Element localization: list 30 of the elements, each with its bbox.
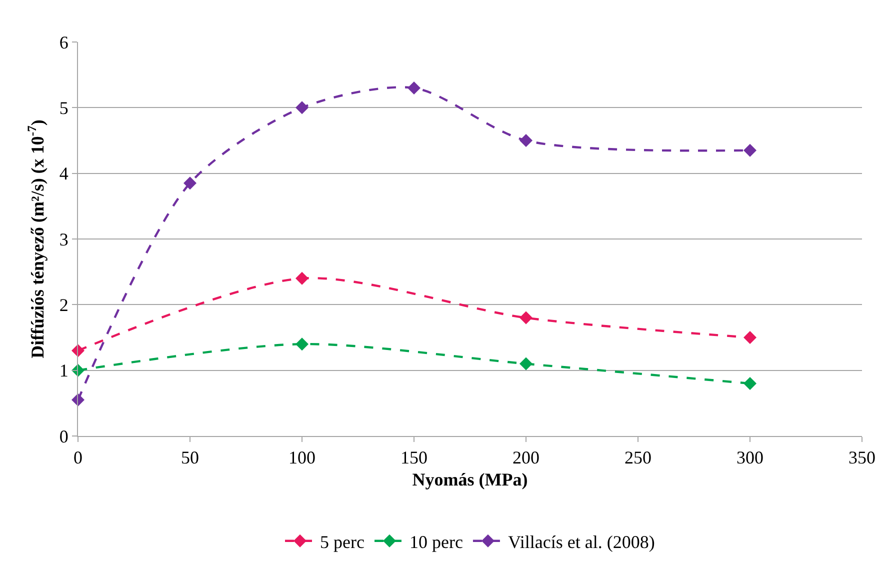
point <box>744 376 756 390</box>
x-tick-label: 300 <box>736 448 764 468</box>
point <box>520 134 532 147</box>
x-tick-label: 200 <box>512 448 540 468</box>
point <box>184 176 196 190</box>
y-tick-label: 3 <box>59 229 68 250</box>
point <box>296 272 308 285</box>
x-tick-label: 100 <box>288 448 316 468</box>
y-tick-label: 0 <box>59 426 68 446</box>
x-tick-label: 50 <box>181 448 199 468</box>
y-tick-label: 1 <box>59 360 68 381</box>
point <box>744 331 756 344</box>
point <box>296 338 308 351</box>
point <box>408 81 420 94</box>
point <box>520 357 532 370</box>
point <box>744 144 756 157</box>
x-tick-label: 350 <box>848 448 876 468</box>
point <box>520 311 532 324</box>
y-tick-label: 4 <box>59 164 68 184</box>
x-tick-label: 150 <box>400 448 428 468</box>
x-tick-label: 0 <box>74 448 82 468</box>
legend-label: Villacís et al. (2008) <box>508 532 655 552</box>
x-axis-title: Nyomás (MPa) <box>412 470 528 490</box>
point <box>296 101 308 114</box>
y-tick-label: 6 <box>59 32 68 52</box>
legend-label: 10 perc <box>409 532 463 552</box>
legend-label: 5 perc <box>320 532 364 552</box>
y-tick-label: 5 <box>59 98 68 118</box>
y-tick-label: 2 <box>59 294 68 315</box>
x-tick-label: 250 <box>624 448 652 468</box>
